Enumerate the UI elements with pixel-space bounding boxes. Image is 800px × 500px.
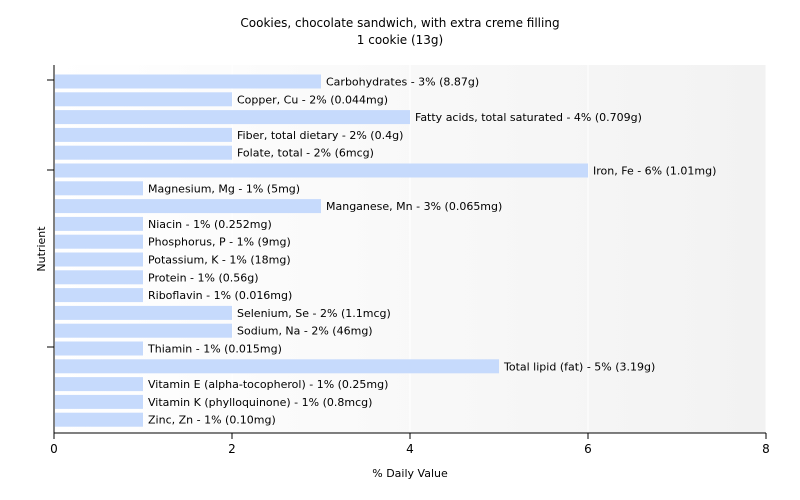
bar (55, 110, 410, 125)
bar-label: Magnesium, Mg - 1% (5mg) (148, 182, 300, 195)
bar-label: Folate, total - 2% (6mcg) (237, 147, 374, 160)
x-tick-label: 2 (228, 442, 236, 456)
bar-label: Protein - 1% (0.56g) (148, 271, 259, 284)
bar (55, 288, 143, 303)
bar-label: Selenium, Se - 2% (1.1mcg) (237, 307, 391, 320)
bar-label: Iron, Fe - 6% (1.01mg) (593, 165, 716, 178)
bar (55, 216, 143, 231)
bar (55, 163, 588, 178)
bar (55, 92, 232, 107)
bar (55, 359, 499, 374)
x-tick-label: 4 (406, 442, 414, 456)
bar-label: Potassium, K - 1% (18mg) (148, 254, 291, 267)
bar (55, 74, 321, 89)
bar (55, 127, 232, 142)
chart-subtitle: 1 cookie (13g) (357, 33, 443, 47)
bar (55, 323, 232, 338)
bar-label: Phosphorus, P - 1% (9mg) (148, 236, 291, 249)
x-axis-ticks: 0 2 4 6 8 (50, 433, 770, 456)
bar-label: Fatty acids, total saturated - 4% (0.709… (415, 111, 642, 124)
bar (55, 199, 321, 214)
bar (55, 234, 143, 249)
bar (55, 305, 232, 320)
bar-label: Total lipid (fat) - 5% (3.19g) (503, 360, 655, 373)
bar (55, 252, 143, 267)
bar (55, 145, 232, 160)
bar-label: Thiamin - 1% (0.015mg) (147, 343, 282, 356)
bar-label: Niacin - 1% (0.252mg) (148, 218, 272, 231)
x-tick-label: 0 (50, 442, 58, 456)
bar-label: Vitamin K (phylloquinone) - 1% (0.8mcg) (148, 396, 372, 409)
bar-label: Copper, Cu - 2% (0.044mg) (237, 93, 388, 106)
x-tick-label: 6 (584, 442, 592, 456)
bar-label: Riboflavin - 1% (0.016mg) (148, 289, 292, 302)
bar-label: Zinc, Zn - 1% (0.10mg) (148, 414, 276, 427)
bar (55, 394, 143, 409)
y-axis-ticks (47, 79, 54, 348)
bar-label: Vitamin E (alpha-tocopherol) - 1% (0.25m… (148, 378, 388, 391)
bar (55, 181, 143, 196)
x-axis-label: % Daily Value (372, 467, 448, 480)
chart-title: Cookies, chocolate sandwich, with extra … (240, 16, 559, 30)
bar (55, 341, 143, 356)
bar-label: Manganese, Mn - 3% (0.065mg) (326, 200, 502, 213)
bar (55, 377, 143, 392)
bar-labels: Carbohydrates - 3% (8.87g) Copper, Cu - 2… (147, 76, 716, 427)
bar-label: Fiber, total dietary - 2% (0.4g) (237, 129, 403, 142)
x-tick-label: 8 (762, 442, 770, 456)
bar (55, 270, 143, 285)
bars (55, 74, 588, 427)
bar (55, 412, 143, 427)
bar-label: Sodium, Na - 2% (46mg) (237, 325, 373, 338)
y-axis-label: Nutrient (35, 226, 48, 272)
bar-label: Carbohydrates - 3% (8.87g) (326, 76, 479, 89)
